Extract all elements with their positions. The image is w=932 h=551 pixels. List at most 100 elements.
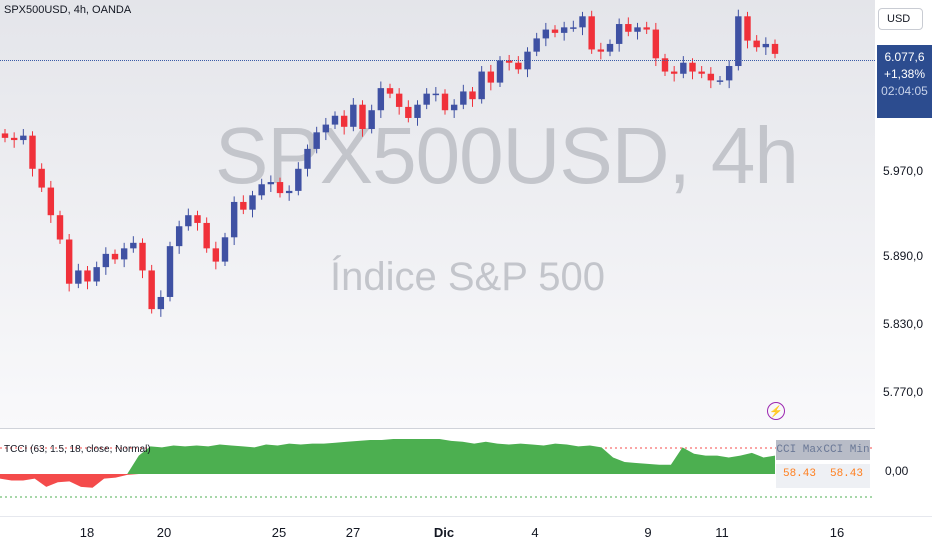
time-axis-label: 9 — [644, 525, 652, 540]
candle — [560, 27, 568, 33]
candle — [203, 222, 210, 249]
candle — [331, 115, 339, 125]
candle — [175, 226, 183, 247]
candle — [597, 49, 605, 52]
candle — [450, 104, 458, 111]
candle — [579, 16, 586, 28]
indicator-title[interactable]: TCCI (63, 1.5, 18, close, Normal) — [4, 444, 151, 455]
candle — [359, 104, 366, 130]
candle — [386, 88, 394, 94]
candle — [350, 104, 357, 127]
candle — [194, 215, 201, 223]
candle — [267, 182, 275, 185]
candle — [661, 58, 669, 72]
time-axis[interactable]: 18 20 25 27 Dic 4 9 11 16 — [0, 516, 932, 551]
cci-max-header: CCI Max — [776, 444, 823, 456]
cci-table-header: CCI Max CCI Min — [776, 440, 870, 460]
time-axis-label: 4 — [531, 525, 539, 540]
candle — [615, 24, 623, 44]
candle — [221, 237, 229, 262]
price-axis-label: 5.890,0 — [883, 249, 924, 263]
cci-min-value: 58.43 — [829, 468, 863, 480]
indicator-pane[interactable] — [0, 428, 875, 516]
candle — [405, 106, 412, 118]
candle — [716, 80, 724, 82]
candle — [166, 246, 174, 297]
candle — [102, 253, 110, 268]
candle — [652, 29, 660, 59]
candle — [148, 270, 155, 310]
candle — [570, 27, 577, 29]
candle — [258, 184, 265, 196]
candle — [505, 60, 513, 63]
pane-separator[interactable] — [0, 428, 932, 429]
candle — [93, 267, 100, 282]
price-axis-label: 5.830,0 — [883, 317, 924, 331]
time-axis-label: 25 — [271, 525, 287, 540]
candle — [130, 242, 137, 249]
symbol-title[interactable]: SPX500USD, 4h, OANDA — [4, 4, 132, 16]
main-chart-area[interactable]: SPX500USD, 4h Índice S&P 500 SPX500USD, … — [0, 0, 875, 428]
candle — [120, 248, 128, 260]
last-price-line — [0, 60, 875, 61]
candle — [65, 239, 73, 284]
candle — [84, 270, 91, 282]
currency-button[interactable]: USD — [878, 8, 923, 30]
candle — [38, 168, 45, 188]
candlestick-chart[interactable] — [0, 0, 875, 428]
candle — [707, 73, 715, 81]
time-axis-label: 11 — [715, 525, 729, 540]
candle — [340, 115, 348, 127]
candle — [230, 201, 238, 238]
candle — [276, 182, 284, 194]
candle — [295, 168, 302, 191]
candle — [670, 71, 678, 74]
candle — [377, 88, 385, 111]
price-axis-label: 5.970,0 — [883, 164, 924, 178]
candle — [698, 71, 705, 74]
candle — [395, 93, 403, 107]
candle — [634, 27, 641, 32]
candle — [75, 270, 82, 284]
candle — [542, 29, 550, 39]
last-price: 6.077,6 — [884, 50, 925, 64]
candle — [496, 60, 504, 83]
candle — [423, 93, 430, 105]
candle — [478, 71, 485, 100]
watermark-symbol: SPX500USD, 4h — [215, 111, 799, 200]
cci-table-values: 58.43 58.43 — [776, 464, 870, 488]
candle — [606, 43, 614, 52]
candle — [414, 104, 421, 118]
bar-countdown: 02:04:05 — [881, 84, 928, 98]
candle — [588, 16, 595, 50]
time-axis-label: Dic — [433, 525, 455, 540]
candle — [139, 242, 146, 271]
candle — [313, 132, 320, 149]
candle — [744, 16, 751, 41]
candle — [1, 133, 9, 138]
price-axis-label: 5.770,0 — [883, 385, 924, 399]
lightning-icon[interactable]: ⚡ — [767, 402, 785, 420]
candle — [47, 187, 55, 216]
indicator-axis-label: 0,00 — [885, 464, 909, 478]
watermark-description: Índice S&P 500 — [330, 255, 606, 299]
cci-min-header: CCI Min — [823, 444, 870, 456]
oscillator-positive-area — [0, 439, 775, 474]
candle — [533, 38, 540, 52]
cci-max-value: 58.43 — [782, 468, 816, 480]
candle — [185, 215, 192, 227]
time-axis-label: 20 — [156, 525, 172, 540]
candle — [249, 195, 256, 210]
time-axis-label: 27 — [345, 525, 361, 540]
candle — [469, 91, 476, 100]
candle — [157, 296, 165, 310]
candle — [56, 215, 64, 240]
candle — [515, 62, 522, 70]
candle — [762, 43, 770, 48]
candle — [29, 135, 36, 169]
candle — [771, 43, 779, 54]
cci-table: CCI Max CCI Min 58.43 58.43 — [776, 440, 870, 492]
last-price-tag: 6.077,6 +1,38% 02:04:05 — [877, 45, 932, 118]
candle — [460, 91, 467, 105]
candle — [625, 24, 632, 32]
